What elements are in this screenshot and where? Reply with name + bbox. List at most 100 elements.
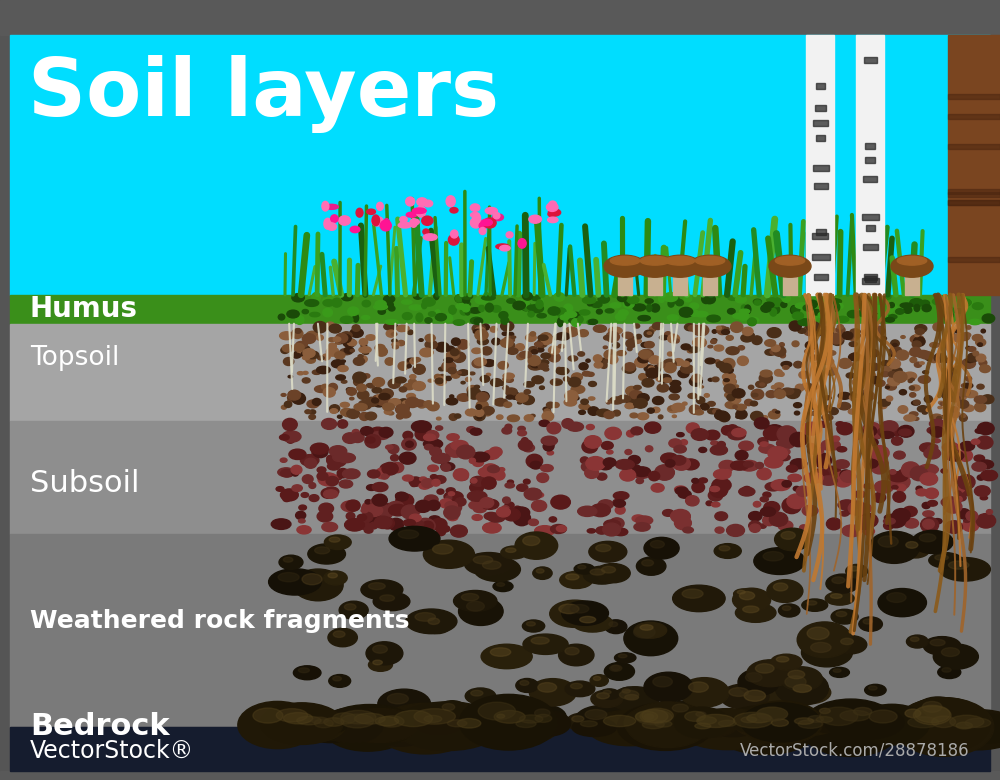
Ellipse shape (883, 366, 893, 374)
Bar (648, 273, 662, 295)
Ellipse shape (297, 371, 303, 375)
Text: Soil layers: Soil layers (28, 55, 499, 133)
Ellipse shape (478, 467, 498, 477)
Ellipse shape (933, 710, 1000, 750)
Ellipse shape (920, 300, 930, 307)
Ellipse shape (656, 374, 665, 381)
Ellipse shape (362, 512, 373, 522)
Ellipse shape (765, 482, 781, 491)
Ellipse shape (590, 675, 608, 686)
Ellipse shape (369, 427, 387, 439)
Ellipse shape (804, 473, 823, 484)
Ellipse shape (645, 299, 653, 303)
Ellipse shape (410, 358, 417, 364)
Ellipse shape (826, 574, 859, 593)
Ellipse shape (726, 367, 733, 373)
Ellipse shape (505, 483, 514, 488)
Ellipse shape (714, 360, 720, 363)
Bar (816, 83, 825, 89)
Ellipse shape (505, 502, 514, 509)
Ellipse shape (560, 572, 593, 589)
Ellipse shape (819, 421, 829, 427)
Ellipse shape (398, 530, 419, 538)
Ellipse shape (524, 488, 542, 500)
Ellipse shape (894, 451, 905, 459)
Ellipse shape (637, 394, 649, 402)
Ellipse shape (831, 609, 858, 624)
Ellipse shape (914, 697, 962, 728)
Ellipse shape (485, 303, 493, 312)
Ellipse shape (847, 310, 859, 317)
Ellipse shape (585, 468, 599, 478)
Ellipse shape (315, 547, 330, 554)
Ellipse shape (711, 441, 718, 445)
Ellipse shape (893, 491, 906, 502)
Ellipse shape (439, 374, 446, 380)
Ellipse shape (626, 386, 637, 395)
Ellipse shape (380, 220, 391, 231)
Ellipse shape (568, 378, 581, 387)
Ellipse shape (979, 360, 987, 366)
Ellipse shape (794, 411, 800, 415)
Ellipse shape (888, 371, 896, 377)
Ellipse shape (848, 311, 859, 317)
Ellipse shape (288, 375, 293, 378)
Ellipse shape (311, 717, 328, 724)
Ellipse shape (471, 212, 480, 218)
Ellipse shape (381, 474, 388, 479)
Ellipse shape (433, 476, 446, 484)
Ellipse shape (841, 638, 853, 644)
Ellipse shape (624, 363, 635, 371)
Ellipse shape (579, 410, 585, 414)
Ellipse shape (793, 487, 800, 491)
Ellipse shape (697, 714, 735, 728)
Ellipse shape (373, 645, 387, 653)
Ellipse shape (848, 502, 866, 515)
Ellipse shape (574, 396, 579, 400)
Ellipse shape (548, 217, 558, 222)
Ellipse shape (981, 329, 985, 333)
Ellipse shape (945, 521, 963, 534)
Ellipse shape (302, 573, 322, 585)
Ellipse shape (269, 707, 346, 743)
Ellipse shape (665, 257, 695, 265)
Ellipse shape (743, 606, 759, 612)
Ellipse shape (449, 414, 457, 420)
Ellipse shape (731, 322, 743, 332)
Ellipse shape (899, 390, 906, 395)
Ellipse shape (470, 477, 486, 486)
Ellipse shape (830, 334, 843, 344)
Bar (905, 273, 919, 295)
Ellipse shape (634, 523, 650, 531)
Ellipse shape (637, 413, 649, 420)
Ellipse shape (845, 509, 853, 514)
Ellipse shape (728, 296, 739, 300)
Ellipse shape (341, 332, 352, 339)
Ellipse shape (379, 716, 404, 727)
Ellipse shape (750, 401, 758, 406)
Ellipse shape (532, 376, 544, 384)
Ellipse shape (293, 346, 297, 349)
Ellipse shape (324, 218, 331, 229)
Ellipse shape (540, 333, 552, 343)
Ellipse shape (795, 385, 804, 392)
Ellipse shape (682, 459, 699, 470)
Ellipse shape (305, 715, 355, 743)
Ellipse shape (322, 523, 338, 532)
Ellipse shape (470, 372, 475, 375)
Ellipse shape (712, 339, 717, 342)
Ellipse shape (446, 495, 452, 500)
Ellipse shape (931, 445, 938, 449)
Ellipse shape (811, 469, 829, 480)
Ellipse shape (766, 391, 776, 398)
Ellipse shape (358, 400, 372, 410)
Ellipse shape (875, 380, 885, 386)
Ellipse shape (315, 385, 328, 392)
Ellipse shape (539, 360, 549, 365)
Ellipse shape (739, 488, 755, 496)
Ellipse shape (307, 352, 317, 357)
Bar (948, 200, 1000, 204)
Ellipse shape (809, 300, 817, 308)
Ellipse shape (299, 519, 305, 523)
Ellipse shape (775, 257, 805, 265)
